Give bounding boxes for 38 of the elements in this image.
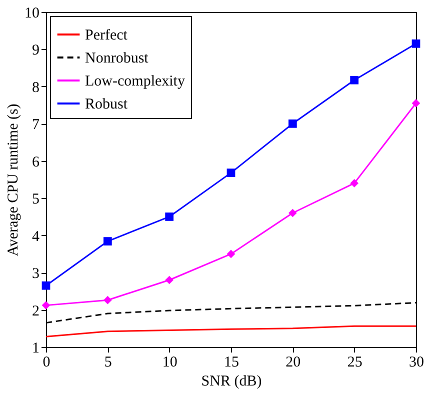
y-axis-title: Average CPU runtime (s) <box>6 104 22 256</box>
x-tick-label: 0 <box>42 354 50 370</box>
y-tick-label: 9 <box>32 42 40 59</box>
y-tick-label: 3 <box>32 266 40 282</box>
point <box>42 281 50 290</box>
line-series <box>45 325 417 338</box>
x-tick-label: 15 <box>224 354 239 370</box>
y-tick-label: 6 <box>32 154 40 170</box>
legend-label: Perfect <box>85 28 128 44</box>
legend-label: Low-complexity <box>85 74 186 90</box>
y-tick-label: 5 <box>32 192 40 208</box>
point <box>412 39 420 48</box>
point <box>103 237 112 246</box>
x-tick-label: 30 <box>409 354 424 370</box>
point <box>226 168 236 177</box>
x-tick-label: 25 <box>347 354 362 370</box>
point <box>226 250 236 258</box>
x-tick-label: 5 <box>104 354 112 370</box>
x-tick-label: 20 <box>286 354 301 370</box>
y-tick-label: 7 <box>32 117 40 134</box>
point <box>165 212 174 221</box>
point <box>165 276 174 284</box>
point <box>103 296 112 304</box>
y-tick-label: 4 <box>32 228 40 245</box>
legend-label: Nonrobust <box>85 50 150 66</box>
x-tick-label: 10 <box>162 354 178 370</box>
point <box>412 99 420 108</box>
x-axis-title: SNR (dB) <box>201 374 262 390</box>
point <box>288 208 297 218</box>
point <box>42 301 50 310</box>
y-tick-label: 8 <box>32 80 40 96</box>
point <box>350 179 359 188</box>
point <box>288 119 297 128</box>
y-tick-label: 1 <box>32 340 40 356</box>
y-tick-label: 2 <box>32 303 40 320</box>
point <box>350 76 359 84</box>
y-tick-label: 10 <box>24 6 40 22</box>
legend-label: Robust <box>85 96 128 112</box>
